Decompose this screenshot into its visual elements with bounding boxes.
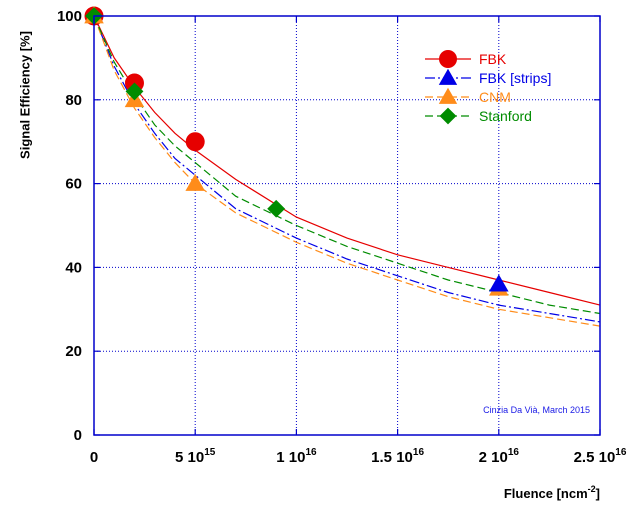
- data-point-fbk: [185, 132, 205, 152]
- series-line-fbk-strips: [93, 15, 601, 323]
- legend-marker-cnm: [438, 87, 458, 104]
- x-tick-label: 0: [90, 449, 98, 466]
- y-tick-label: 20: [65, 343, 82, 360]
- legend-marker-fbk: [439, 50, 457, 68]
- x-axis-label: Fluence [ncm-2]: [504, 484, 600, 501]
- legend-label-fbk: FBK: [479, 51, 507, 67]
- legend: FBK FBK [strips] CNM Stanford: [425, 50, 551, 125]
- series-line-stanford: [93, 15, 601, 315]
- y-tick-label: 0: [74, 427, 82, 444]
- series-line-fbk: [93, 15, 601, 306]
- legend-marker-stanford: [439, 107, 457, 125]
- y-tick-label: 60: [65, 176, 82, 193]
- x-tick-label: 1.5 1016: [371, 447, 424, 466]
- legend-label-cnm: CNM: [479, 89, 511, 105]
- plot-frame: [93, 15, 601, 436]
- data-point-stanford: [267, 199, 286, 218]
- series-markers: [84, 6, 509, 296]
- y-axis-ticks: 0 20 40 60 80 100: [57, 8, 600, 444]
- y-tick-label: 80: [65, 92, 82, 109]
- x-axis-ticks: 0 5 1015 1 1016 1.5 1016 2 1016 2.5 1016: [90, 16, 627, 466]
- legend-marker-fbk-strips: [438, 68, 458, 85]
- author-annotation: Cinzia Da Vià, March 2015: [483, 405, 590, 415]
- series-line-cnm: [93, 15, 601, 327]
- data-point-stanford: [125, 82, 144, 101]
- x-tick-label: 2.5 1016: [574, 447, 627, 466]
- y-tick-label: 40: [65, 259, 82, 276]
- data-point-fbk-strips: [489, 274, 509, 292]
- y-axis-label: Signal Efficiency [%]: [17, 31, 32, 159]
- x-tick-label: 1 1016: [276, 447, 317, 466]
- legend-label-stanford: Stanford: [479, 108, 532, 124]
- grid: [94, 16, 600, 435]
- series-curves: [93, 15, 601, 327]
- data-point-cnm: [185, 173, 205, 191]
- x-tick-label: 2 1016: [479, 447, 520, 466]
- x-tick-label: 5 1015: [175, 447, 216, 466]
- legend-label-fbk-strips: FBK [strips]: [479, 70, 551, 86]
- y-tick-label: 100: [57, 8, 82, 25]
